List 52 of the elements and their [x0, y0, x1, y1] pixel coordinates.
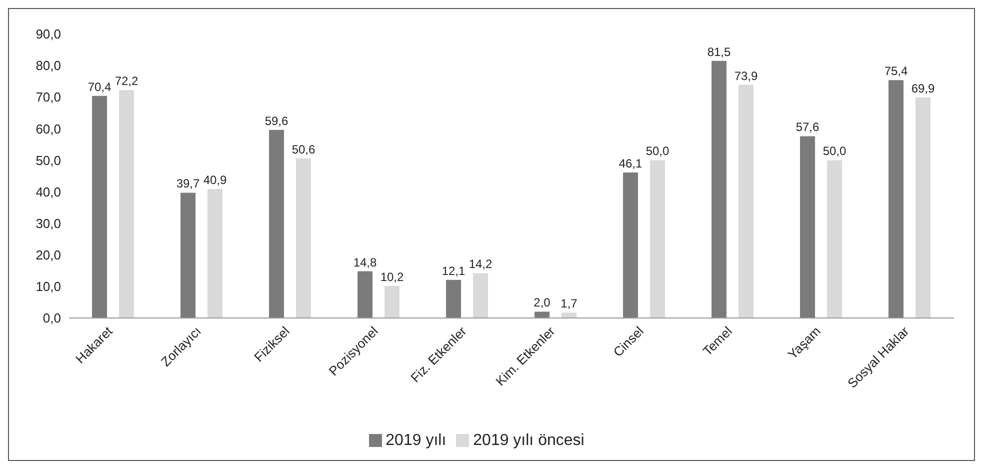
- y-tick-label: 80,0: [36, 58, 61, 74]
- data-label: 73,9: [734, 68, 758, 83]
- data-label: 12,1: [442, 264, 466, 278]
- bar: [827, 160, 842, 318]
- y-tick-label: 0,0: [42, 310, 61, 326]
- data-label: 69,9: [911, 81, 936, 96]
- bar: [119, 90, 134, 318]
- y-tick-label: 70,0: [36, 90, 61, 105]
- data-label: 75,4: [884, 64, 908, 78]
- bar: [296, 158, 312, 318]
- y-tick-label: 50,0: [36, 152, 61, 168]
- data-label: 50,0: [646, 144, 670, 158]
- data-label: 39,7: [176, 176, 200, 191]
- bar: [650, 160, 666, 318]
- bar: [473, 273, 488, 318]
- y-tick-label: 30,0: [36, 216, 61, 231]
- y-tick-label: 90,0: [36, 26, 61, 42]
- data-label: 72,2: [114, 74, 139, 88]
- data-label: 2,0: [534, 296, 551, 310]
- data-label: 14,8: [353, 255, 378, 270]
- bar: [384, 286, 400, 318]
- bar: [888, 80, 904, 318]
- bar: [180, 192, 196, 318]
- data-label: 46,1: [618, 156, 643, 171]
- bar: [738, 84, 754, 318]
- y-tick-label: 60,0: [36, 121, 61, 136]
- y-tick-label: 20,0: [36, 248, 61, 263]
- bar: [358, 271, 373, 318]
- data-label: 10,2: [380, 270, 404, 284]
- bar: [712, 60, 727, 318]
- y-tick-label: 40,0: [36, 184, 61, 200]
- data-label: 14,2: [468, 257, 493, 272]
- data-label: 70,4: [88, 80, 112, 94]
- bar: [208, 188, 223, 318]
- legend-label: 2019 yılı: [386, 432, 446, 449]
- bar: [269, 130, 284, 318]
- bar: [800, 136, 816, 318]
- bar: [623, 172, 638, 318]
- y-tick-label: 10,0: [36, 279, 61, 294]
- data-label: 50,6: [292, 142, 316, 156]
- bar: [446, 280, 462, 318]
- data-label: 40,9: [203, 172, 228, 187]
- bar: [92, 96, 108, 318]
- data-label: 1,7: [560, 296, 578, 311]
- data-label: 59,6: [264, 114, 289, 128]
- data-label: 57,6: [796, 120, 820, 134]
- data-label: 81,5: [707, 44, 732, 59]
- bar: [562, 312, 577, 318]
- bar: [534, 312, 550, 318]
- legend-label: 2019 yılı öncesi: [473, 432, 584, 449]
- bar: [916, 97, 931, 318]
- data-label: 50,0: [822, 144, 847, 158]
